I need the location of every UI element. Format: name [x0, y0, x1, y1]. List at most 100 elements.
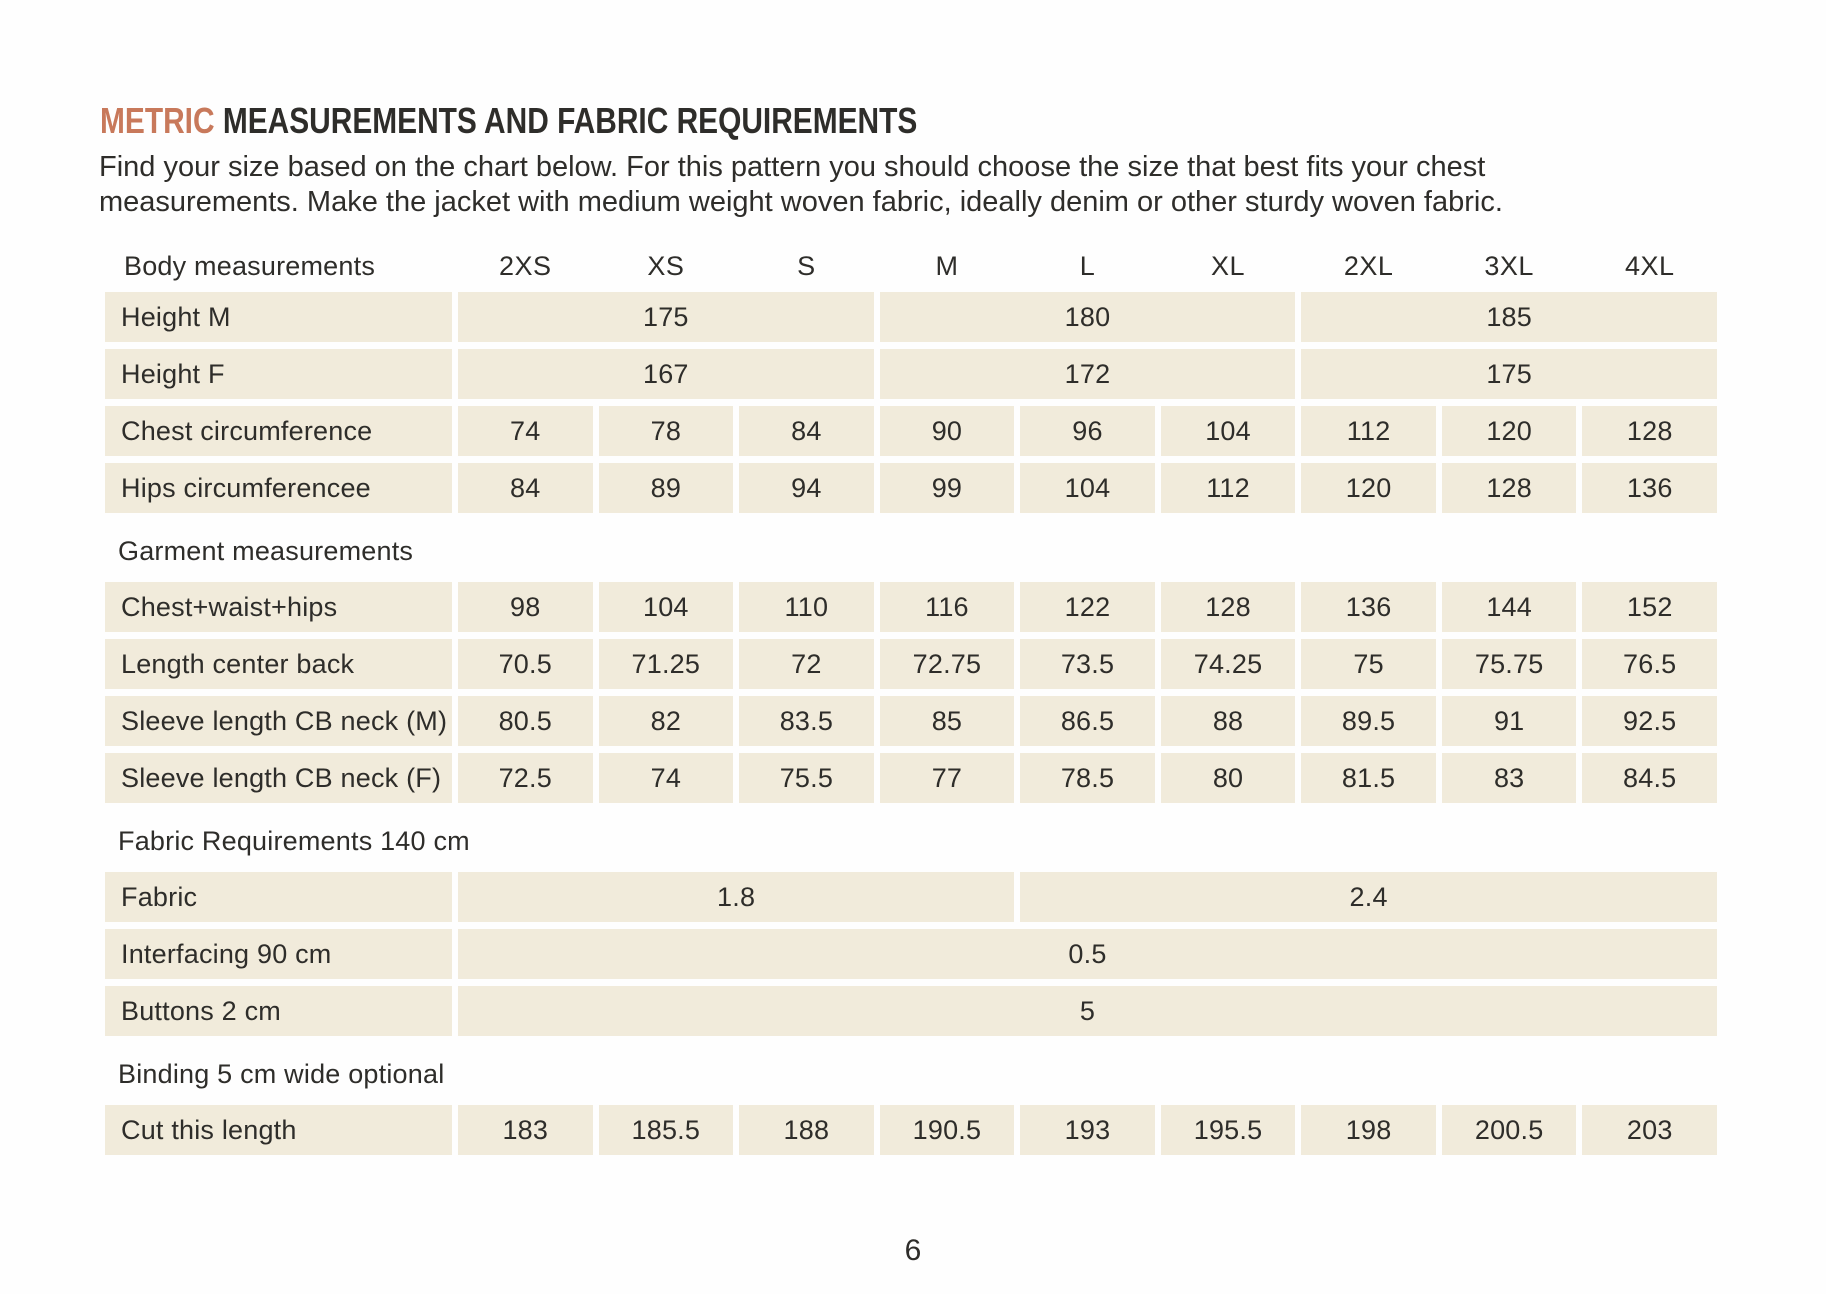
value-cell: 185.5: [598, 1105, 734, 1155]
value-cell: 92.5: [1582, 696, 1717, 746]
value-cell: 175: [458, 292, 874, 342]
value-cell: 112: [1160, 463, 1296, 513]
size-column-header-xs: XS: [647, 251, 685, 281]
value-cell: 72: [739, 639, 874, 689]
value-cell: 185: [1301, 292, 1717, 342]
page-title-accent: METRIC: [100, 100, 215, 141]
value-cell: 89.5: [1301, 696, 1436, 746]
measurement-table: Body measurements 2XS XS S M L XL 2XL 3X…: [105, 251, 1717, 1155]
value-cell: 71.25: [598, 639, 734, 689]
page-number: 6: [904, 1234, 922, 1267]
table-row-height-f: Height F 167 172 175: [105, 349, 1717, 399]
value-cell: 80.5: [458, 696, 593, 746]
value-cell: 77: [879, 753, 1015, 803]
value-cell: 144: [1441, 582, 1577, 632]
section-heading-fabric-requirements: Fabric Requirements 140 cm: [118, 825, 470, 856]
value-cell: 75.75: [1441, 639, 1577, 689]
value-cell: 188: [739, 1105, 874, 1155]
value-cell: 81.5: [1301, 753, 1436, 803]
value-cell: 96: [1020, 406, 1155, 456]
value-cell: 172: [879, 349, 1296, 399]
value-cell: 136: [1582, 463, 1717, 513]
value-cell: 74.25: [1160, 639, 1296, 689]
value-cell: 195.5: [1160, 1105, 1296, 1155]
row-label: Cut this length: [105, 1105, 452, 1155]
size-column-header-s: S: [797, 251, 816, 281]
value-cell: 120: [1301, 463, 1436, 513]
value-cell: 198: [1301, 1105, 1436, 1155]
value-cell: 203: [1582, 1105, 1717, 1155]
value-cell: 91: [1441, 696, 1577, 746]
value-cell: 0.5: [458, 929, 1717, 979]
table-row-buttons: Buttons 2 cm 5: [105, 986, 1717, 1036]
value-cell: 84: [458, 463, 593, 513]
value-cell: 112: [1301, 406, 1436, 456]
value-cell: 183: [458, 1105, 593, 1155]
table-row-cut-length: Cut this length 183 185.5 188 190.5 193 …: [105, 1105, 1717, 1155]
value-cell: 136: [1301, 582, 1436, 632]
value-cell: 86.5: [1020, 696, 1155, 746]
value-cell: 190.5: [879, 1105, 1015, 1155]
value-cell: 83.5: [739, 696, 874, 746]
value-cell: 120: [1441, 406, 1577, 456]
page-title: METRIC MEASUREMENTS AND FABRIC REQUIREME…: [100, 103, 1533, 139]
table-row-fabric: Fabric 1.8 2.4: [105, 872, 1717, 922]
value-cell: 76.5: [1582, 639, 1717, 689]
value-cell: 75: [1301, 639, 1436, 689]
value-cell: 70.5: [458, 639, 593, 689]
row-label: Chest+waist+hips: [105, 582, 452, 632]
table-row-length-center-back: Length center back 70.5 71.25 72 72.75 7…: [105, 639, 1717, 689]
table-row-chest-waist-hips: Chest+waist+hips 98 104 110 116 122 128 …: [105, 582, 1717, 632]
value-cell: 84.5: [1582, 753, 1717, 803]
page-title-rest: MEASUREMENTS AND FABRIC REQUIREMENTS: [222, 100, 918, 141]
row-label: Height F: [105, 349, 452, 399]
value-cell: 72.75: [879, 639, 1015, 689]
value-cell: 104: [1160, 406, 1296, 456]
row-label: Sleeve length CB neck (F): [105, 753, 452, 803]
value-cell: 84: [739, 406, 874, 456]
table-row-chest: Chest circumference 74 78 84 90 96 104 1…: [105, 406, 1717, 456]
section-heading-garment: Garment measurements: [118, 535, 414, 566]
value-cell: 122: [1020, 582, 1155, 632]
row-label: Height M: [105, 292, 452, 342]
value-cell: 98: [458, 582, 593, 632]
size-column-header-2xs: 2XS: [499, 251, 552, 281]
value-cell: 89: [598, 463, 734, 513]
size-column-header-m: M: [935, 251, 959, 281]
value-cell: 82: [598, 696, 734, 746]
value-cell: 104: [598, 582, 734, 632]
size-column-header-4xl: 4XL: [1624, 251, 1675, 281]
value-cell: 104: [1020, 463, 1155, 513]
value-cell: 193: [1020, 1105, 1155, 1155]
row-label: Length center back: [105, 639, 452, 689]
size-column-header-l: L: [1079, 251, 1096, 281]
value-cell: 128: [1441, 463, 1577, 513]
row-label: Buttons 2 cm: [105, 986, 452, 1036]
table-row-hips: Hips circumferencee 84 89 94 99 104 112 …: [105, 463, 1717, 513]
value-cell: 90: [879, 406, 1015, 456]
table-header-row: Body measurements 2XS XS S M L XL 2XL 3X…: [105, 251, 1717, 281]
value-cell: 1.8: [458, 872, 1015, 922]
value-cell: 74: [598, 753, 734, 803]
value-cell: 5: [458, 986, 1717, 1036]
value-cell: 88: [1160, 696, 1296, 746]
table-row-height-m: Height M 175 180 185: [105, 292, 1717, 342]
value-cell: 2.4: [1020, 872, 1717, 922]
size-column-header-2xl: 2XL: [1343, 251, 1394, 281]
intro-line-1: Find your size based on the chart below.…: [99, 151, 1486, 183]
table-row-sleeve-m: Sleeve length CB neck (M) 80.5 82 83.5 8…: [105, 696, 1717, 746]
value-cell: 152: [1582, 582, 1717, 632]
value-cell: 99: [879, 463, 1015, 513]
intro-line-2: measurements. Make the jacket with mediu…: [99, 186, 1503, 218]
value-cell: 80: [1160, 753, 1296, 803]
row-label: Fabric: [105, 872, 452, 922]
section-heading-binding: Binding 5 cm wide optional: [118, 1058, 445, 1089]
value-cell: 75.5: [739, 753, 874, 803]
intro-paragraph: Find your size based on the chart below.…: [99, 150, 1826, 220]
table-row-interfacing: Interfacing 90 cm 0.5: [105, 929, 1717, 979]
value-cell: 94: [739, 463, 874, 513]
value-cell: 72.5: [458, 753, 593, 803]
value-cell: 85: [879, 696, 1015, 746]
row-label: Interfacing 90 cm: [105, 929, 452, 979]
value-cell: 83: [1441, 753, 1577, 803]
